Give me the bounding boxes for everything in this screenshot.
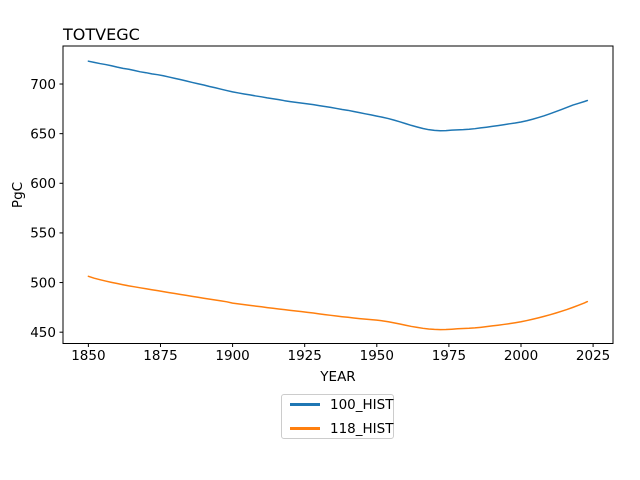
legend-entry: 118_HIST (290, 421, 393, 437)
series-line-100_HIST (87, 60, 589, 132)
chart-title: TOTVEGC (63, 25, 140, 44)
x-tick-label: 1925 (288, 348, 322, 364)
x-tick-label: 1975 (432, 348, 466, 364)
plot-frame (62, 45, 614, 344)
x-tick-label: 1900 (215, 348, 249, 364)
x-tick-label: 1850 (71, 348, 105, 364)
y-axis-label: PgC (10, 181, 26, 209)
x-axis-label: YEAR (320, 369, 356, 385)
y-tick-label: 700 (30, 77, 56, 93)
y-tick-label: 650 (30, 126, 56, 142)
legend-entry-label: 100_HIST (330, 396, 394, 413)
legend-entry-label: 118_HIST (330, 420, 394, 437)
legend-line-swatch (290, 403, 320, 406)
legend-entry: 100_HIST (290, 397, 393, 413)
x-tick-label: 1875 (143, 348, 177, 364)
series-line-118_HIST (87, 275, 589, 331)
x-tick-label: 2025 (576, 348, 610, 364)
y-tick-label: 600 (30, 176, 56, 192)
y-tick-label: 550 (30, 226, 56, 242)
y-tick-label: 450 (30, 325, 56, 341)
legend: 100_HIST 118_HIST (281, 394, 394, 439)
x-tick-label: 1950 (360, 348, 394, 364)
x-tick-label: 2000 (504, 348, 538, 364)
y-tick-label: 500 (30, 275, 56, 291)
legend-line-swatch (290, 427, 320, 430)
